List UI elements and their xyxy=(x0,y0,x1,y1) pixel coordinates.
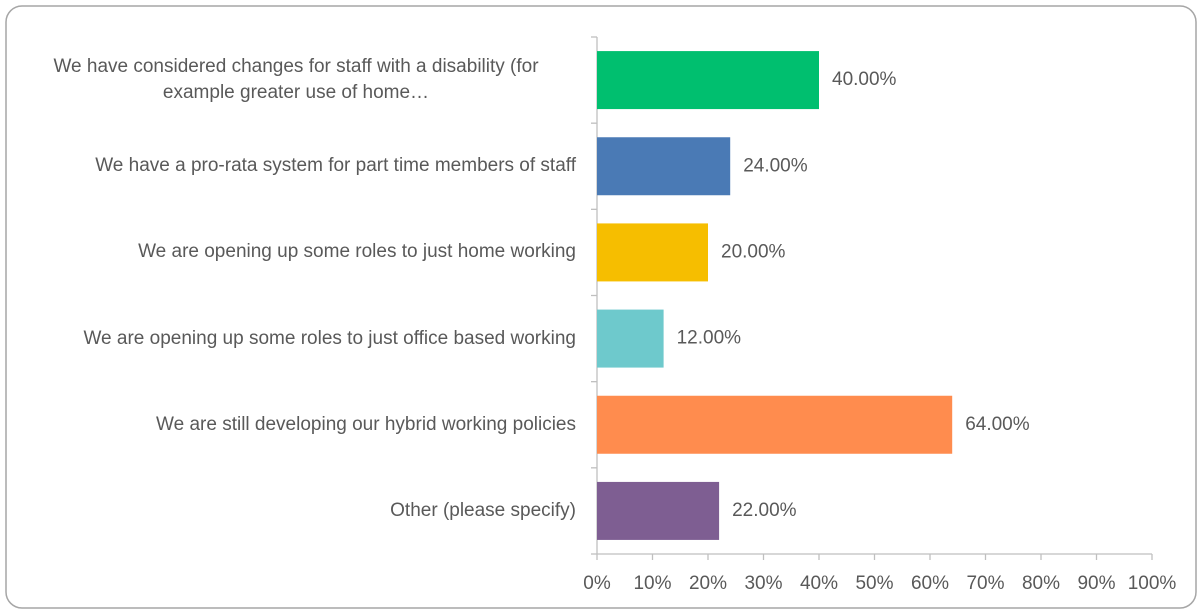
bar xyxy=(597,395,953,454)
value-label: 20.00% xyxy=(721,241,786,262)
value-label: 24.00% xyxy=(743,155,808,176)
bar xyxy=(597,137,731,196)
category-label: We have considered changes for staff wit… xyxy=(53,56,539,104)
x-tick-label: 40% xyxy=(800,573,838,594)
x-tick-label: 70% xyxy=(966,573,1004,594)
x-tick-label: 20% xyxy=(689,573,727,594)
x-tick-label: 90% xyxy=(1077,573,1115,594)
category-label: Other (please specify) xyxy=(390,499,576,521)
bar xyxy=(597,51,819,110)
x-tick-label: 60% xyxy=(911,573,949,594)
category-label: We have a pro-rata system for part time … xyxy=(95,155,576,177)
x-tick-label: 80% xyxy=(1022,573,1060,594)
bar xyxy=(597,223,708,282)
value-label: 40.00% xyxy=(832,69,897,90)
x-tick-label: 30% xyxy=(744,573,782,594)
category-label: We are opening up some roles to just off… xyxy=(83,327,576,349)
category-label-box: We are still developing our hybrid worki… xyxy=(10,385,576,465)
x-tick-label: 10% xyxy=(633,573,671,594)
bar xyxy=(597,481,720,540)
category-label: We are still developing our hybrid worki… xyxy=(156,413,576,435)
category-label-box: We are opening up some roles to just off… xyxy=(10,299,576,379)
x-tick-label: 50% xyxy=(855,573,893,594)
category-label-box: Other (please specify) xyxy=(10,471,576,551)
value-label: 22.00% xyxy=(732,500,797,521)
x-tick-label: 0% xyxy=(583,573,611,594)
category-label: We are opening up some roles to just hom… xyxy=(138,241,576,263)
category-label-box: We have a pro-rata system for part time … xyxy=(10,126,576,206)
x-tick-label: 100% xyxy=(1128,573,1177,594)
category-label-box: We are opening up some roles to just hom… xyxy=(10,212,576,292)
category-label-box: We have considered changes for staff wit… xyxy=(10,40,576,120)
value-label: 12.00% xyxy=(677,328,742,349)
bar xyxy=(597,309,664,368)
chart-frame xyxy=(5,5,1197,609)
value-label: 64.00% xyxy=(965,414,1030,435)
